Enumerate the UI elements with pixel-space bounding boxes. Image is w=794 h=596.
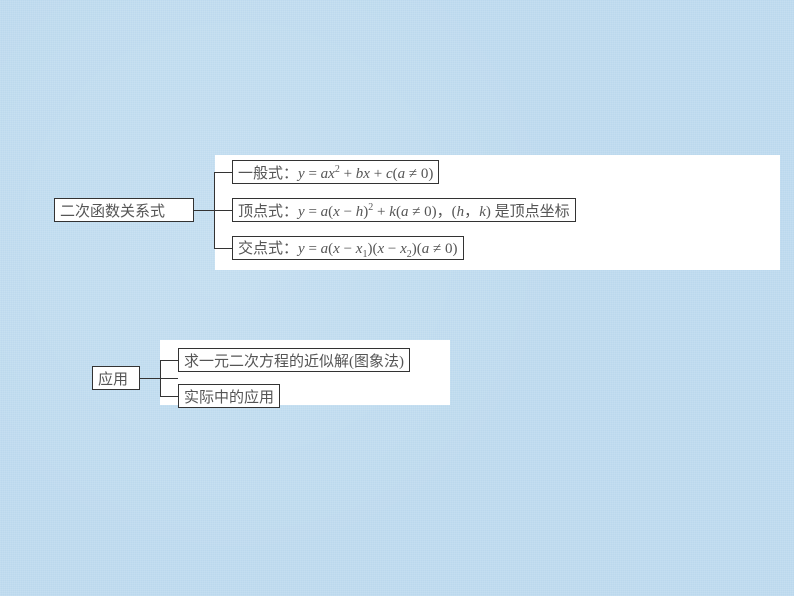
brace-1-mid — [194, 210, 232, 211]
brace-2-top — [160, 360, 178, 361]
root-label-2: 应用 — [98, 368, 128, 389]
child-practical-application: 实际中的应用 — [178, 384, 280, 408]
child-text-1a: 一般式：y = ax2 + bx + c(a ≠ 0) — [238, 162, 433, 183]
child-vertex-form: 顶点式：y = a(x − h)2 + k(a ≠ 0)，(h，k) 是顶点坐标 — [232, 198, 576, 222]
child-text-2b: 实际中的应用 — [184, 386, 274, 407]
root-box-quadratic: 二次函数关系式 — [54, 198, 194, 222]
brace-1-bot — [214, 248, 232, 249]
brace-1-top — [214, 172, 232, 173]
brace-2-bot — [160, 396, 178, 397]
textured-background — [0, 0, 794, 596]
root-box-application: 应用 — [92, 366, 140, 390]
child-general-form: 一般式：y = ax2 + bx + c(a ≠ 0) — [232, 160, 439, 184]
child-text-1b: 顶点式：y = a(x − h)2 + k(a ≠ 0)，(h，k) 是顶点坐标 — [238, 200, 570, 221]
root-label-1: 二次函数关系式 — [60, 200, 165, 221]
child-intercept-form: 交点式：y = a(x − x1)(x − x2)(a ≠ 0) — [232, 236, 464, 260]
child-text-1c: 交点式：y = a(x − x1)(x − x2)(a ≠ 0) — [238, 237, 458, 260]
child-approx-solution: 求一元二次方程的近似解(图象法) — [178, 348, 410, 372]
brace-2-mid — [140, 378, 178, 379]
child-text-2a: 求一元二次方程的近似解(图象法) — [184, 350, 404, 371]
